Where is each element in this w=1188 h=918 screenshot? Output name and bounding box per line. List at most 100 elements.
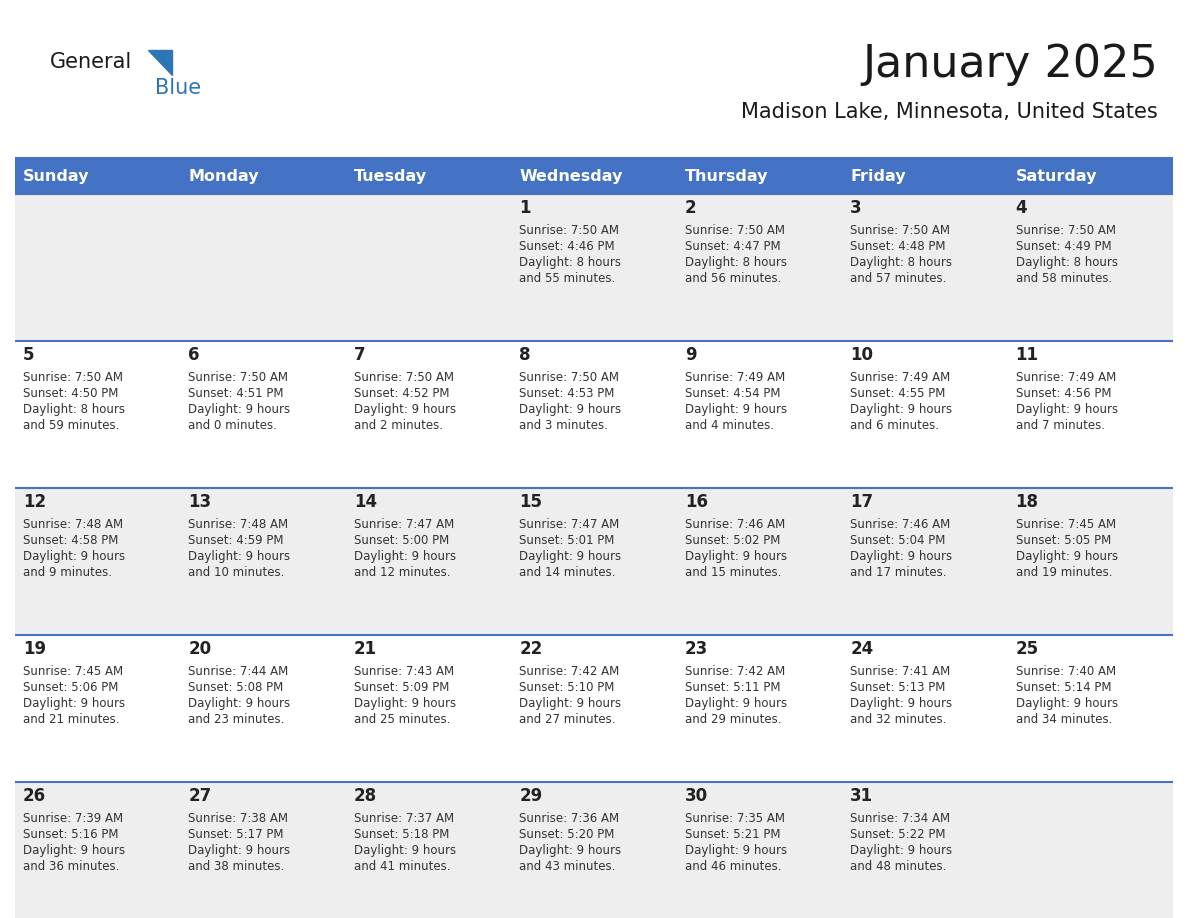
- Text: January 2025: January 2025: [862, 43, 1158, 86]
- Text: Sunrise: 7:50 AM: Sunrise: 7:50 AM: [519, 371, 619, 384]
- Text: and 56 minutes.: and 56 minutes.: [684, 272, 781, 285]
- Bar: [15, 635, 1173, 782]
- Text: Sunrise: 7:49 AM: Sunrise: 7:49 AM: [851, 371, 950, 384]
- Text: and 12 minutes.: and 12 minutes.: [354, 566, 450, 579]
- Bar: [511, 158, 677, 194]
- Text: Daylight: 9 hours: Daylight: 9 hours: [519, 550, 621, 563]
- Text: Sunrise: 7:42 AM: Sunrise: 7:42 AM: [519, 665, 619, 678]
- Bar: [1007, 158, 1173, 194]
- Text: Sunrise: 7:38 AM: Sunrise: 7:38 AM: [189, 812, 289, 825]
- Text: 9: 9: [684, 346, 696, 364]
- Text: and 41 minutes.: and 41 minutes.: [354, 860, 450, 873]
- Text: Sunset: 5:20 PM: Sunset: 5:20 PM: [519, 828, 614, 841]
- Text: Daylight: 8 hours: Daylight: 8 hours: [23, 403, 125, 416]
- Text: and 15 minutes.: and 15 minutes.: [684, 566, 781, 579]
- Text: Sunrise: 7:50 AM: Sunrise: 7:50 AM: [354, 371, 454, 384]
- Text: Sunset: 4:59 PM: Sunset: 4:59 PM: [189, 534, 284, 547]
- Text: Saturday: Saturday: [1016, 169, 1097, 184]
- Text: Sunrise: 7:41 AM: Sunrise: 7:41 AM: [851, 665, 950, 678]
- Text: Sunrise: 7:49 AM: Sunrise: 7:49 AM: [1016, 371, 1116, 384]
- Text: 25: 25: [1016, 640, 1038, 658]
- Text: Daylight: 9 hours: Daylight: 9 hours: [354, 697, 456, 710]
- Bar: [15, 488, 1173, 635]
- Text: 10: 10: [851, 346, 873, 364]
- Text: 22: 22: [519, 640, 543, 658]
- Text: Monday: Monday: [189, 169, 259, 184]
- Text: 5: 5: [23, 346, 34, 364]
- Polygon shape: [148, 50, 172, 75]
- Text: Sunrise: 7:50 AM: Sunrise: 7:50 AM: [519, 224, 619, 237]
- Text: Sunrise: 7:46 AM: Sunrise: 7:46 AM: [684, 518, 785, 531]
- Text: Daylight: 9 hours: Daylight: 9 hours: [189, 844, 291, 857]
- Text: Sunrise: 7:44 AM: Sunrise: 7:44 AM: [189, 665, 289, 678]
- Text: Sunset: 5:06 PM: Sunset: 5:06 PM: [23, 681, 119, 694]
- Text: 8: 8: [519, 346, 531, 364]
- Text: Sunrise: 7:50 AM: Sunrise: 7:50 AM: [189, 371, 289, 384]
- Text: Sunset: 5:18 PM: Sunset: 5:18 PM: [354, 828, 449, 841]
- Text: and 38 minutes.: and 38 minutes.: [189, 860, 285, 873]
- Text: Sunset: 5:17 PM: Sunset: 5:17 PM: [189, 828, 284, 841]
- Text: Sunrise: 7:45 AM: Sunrise: 7:45 AM: [1016, 518, 1116, 531]
- Text: Madison Lake, Minnesota, United States: Madison Lake, Minnesota, United States: [741, 102, 1158, 122]
- Text: 14: 14: [354, 493, 377, 511]
- Text: Daylight: 9 hours: Daylight: 9 hours: [1016, 550, 1118, 563]
- Text: 21: 21: [354, 640, 377, 658]
- Text: 31: 31: [851, 787, 873, 805]
- Text: Daylight: 9 hours: Daylight: 9 hours: [354, 550, 456, 563]
- Text: Daylight: 9 hours: Daylight: 9 hours: [189, 550, 291, 563]
- Text: 27: 27: [189, 787, 211, 805]
- Text: Sunset: 4:56 PM: Sunset: 4:56 PM: [1016, 387, 1111, 400]
- Text: Sunrise: 7:42 AM: Sunrise: 7:42 AM: [684, 665, 785, 678]
- Text: Daylight: 9 hours: Daylight: 9 hours: [1016, 403, 1118, 416]
- Text: Sunrise: 7:50 AM: Sunrise: 7:50 AM: [23, 371, 124, 384]
- Text: 16: 16: [684, 493, 708, 511]
- Text: 4: 4: [1016, 199, 1028, 217]
- Text: Daylight: 9 hours: Daylight: 9 hours: [23, 697, 125, 710]
- Text: and 4 minutes.: and 4 minutes.: [684, 419, 773, 432]
- Text: 26: 26: [23, 787, 46, 805]
- Text: 17: 17: [851, 493, 873, 511]
- Bar: [15, 194, 1173, 341]
- Text: and 3 minutes.: and 3 minutes.: [519, 419, 608, 432]
- Text: and 2 minutes.: and 2 minutes.: [354, 419, 443, 432]
- Text: Sunset: 5:05 PM: Sunset: 5:05 PM: [1016, 534, 1111, 547]
- Text: Blue: Blue: [154, 78, 201, 98]
- Text: 19: 19: [23, 640, 46, 658]
- Text: Sunset: 5:10 PM: Sunset: 5:10 PM: [519, 681, 614, 694]
- Text: Sunset: 5:21 PM: Sunset: 5:21 PM: [684, 828, 781, 841]
- Text: Daylight: 9 hours: Daylight: 9 hours: [519, 844, 621, 857]
- Text: General: General: [50, 52, 132, 72]
- Text: Sunrise: 7:36 AM: Sunrise: 7:36 AM: [519, 812, 619, 825]
- Text: Daylight: 9 hours: Daylight: 9 hours: [519, 403, 621, 416]
- Text: 2: 2: [684, 199, 696, 217]
- Text: Sunset: 4:51 PM: Sunset: 4:51 PM: [189, 387, 284, 400]
- Text: Daylight: 9 hours: Daylight: 9 hours: [684, 697, 786, 710]
- Text: 6: 6: [189, 346, 200, 364]
- Text: Thursday: Thursday: [684, 169, 769, 184]
- Text: and 36 minutes.: and 36 minutes.: [23, 860, 119, 873]
- Text: Sunset: 5:08 PM: Sunset: 5:08 PM: [189, 681, 284, 694]
- Text: Sunrise: 7:37 AM: Sunrise: 7:37 AM: [354, 812, 454, 825]
- Text: Sunset: 4:53 PM: Sunset: 4:53 PM: [519, 387, 614, 400]
- Text: 1: 1: [519, 199, 531, 217]
- Text: Sunset: 5:11 PM: Sunset: 5:11 PM: [684, 681, 781, 694]
- Text: Sunset: 5:02 PM: Sunset: 5:02 PM: [684, 534, 781, 547]
- Text: and 34 minutes.: and 34 minutes.: [1016, 713, 1112, 726]
- Text: 15: 15: [519, 493, 542, 511]
- Text: Sunset: 5:09 PM: Sunset: 5:09 PM: [354, 681, 449, 694]
- Text: and 19 minutes.: and 19 minutes.: [1016, 566, 1112, 579]
- Text: Sunset: 5:13 PM: Sunset: 5:13 PM: [851, 681, 946, 694]
- Text: and 27 minutes.: and 27 minutes.: [519, 713, 615, 726]
- Text: and 6 minutes.: and 6 minutes.: [851, 419, 940, 432]
- Text: 3: 3: [851, 199, 861, 217]
- Text: Daylight: 9 hours: Daylight: 9 hours: [189, 697, 291, 710]
- Text: 24: 24: [851, 640, 873, 658]
- Text: Daylight: 9 hours: Daylight: 9 hours: [354, 844, 456, 857]
- Text: and 14 minutes.: and 14 minutes.: [519, 566, 615, 579]
- Text: Daylight: 8 hours: Daylight: 8 hours: [684, 256, 786, 269]
- Text: Sunrise: 7:39 AM: Sunrise: 7:39 AM: [23, 812, 124, 825]
- Text: 12: 12: [23, 493, 46, 511]
- Text: Sunset: 5:16 PM: Sunset: 5:16 PM: [23, 828, 119, 841]
- Text: Sunset: 5:00 PM: Sunset: 5:00 PM: [354, 534, 449, 547]
- Bar: [15, 341, 1173, 488]
